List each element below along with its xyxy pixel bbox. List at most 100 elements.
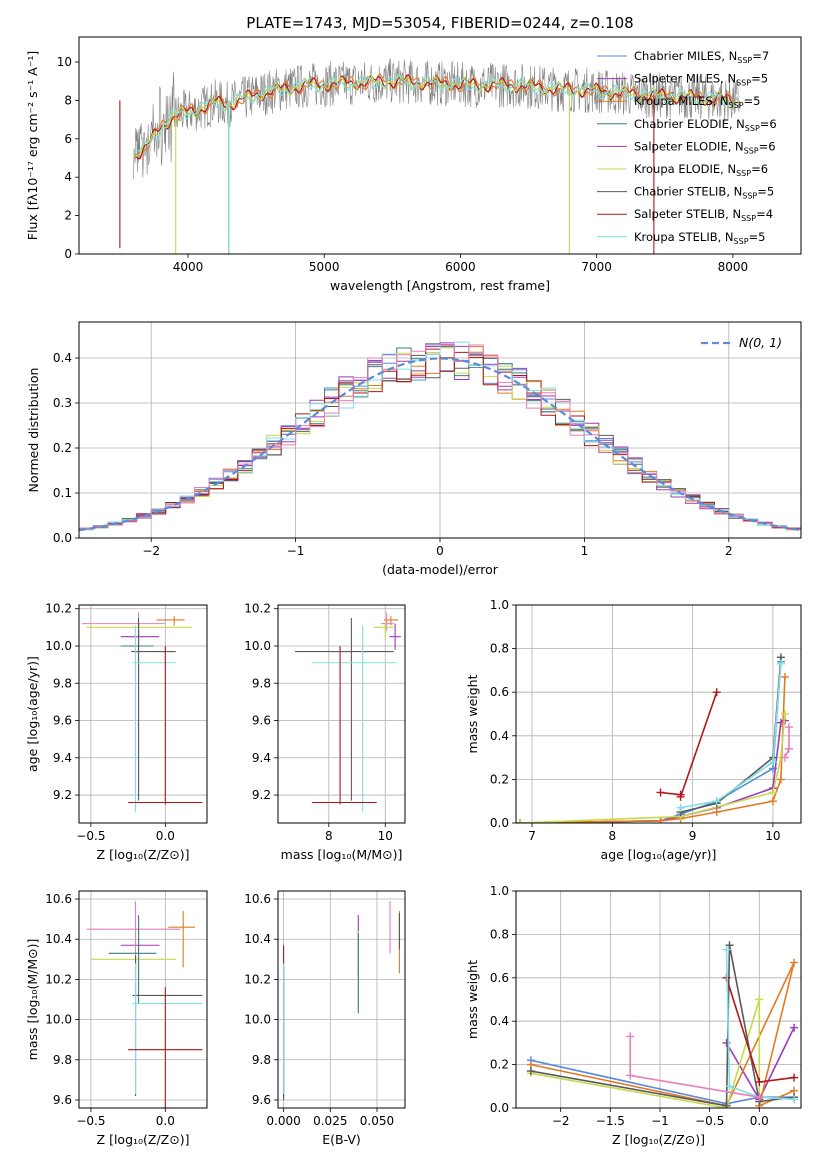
data-point bbox=[156, 616, 185, 626]
legend-label-sub: SSP bbox=[737, 56, 752, 65]
age_vs_mass-points bbox=[294, 612, 401, 812]
weight-marker bbox=[712, 808, 721, 817]
legend-label-sub: SSP bbox=[742, 192, 757, 201]
legend-label-sub: SSP bbox=[745, 124, 760, 133]
legend-label: Chabrier MILES, NSSP=7 bbox=[634, 49, 769, 65]
y-tick-label: 1.0 bbox=[490, 598, 509, 612]
legend-label: Kroupa MILES, NSSP=5 bbox=[634, 94, 760, 110]
legend-label-main: Kroupa ELODIE, N bbox=[634, 162, 736, 176]
legend-label-tail: =5 bbox=[749, 230, 766, 244]
plot-frame bbox=[78, 604, 208, 824]
legend-label-tail: =7 bbox=[752, 49, 769, 63]
histogram-salpeter_elodie bbox=[79, 344, 801, 532]
y-tick-label: 10.6 bbox=[45, 892, 72, 906]
weight_vs_age-lines bbox=[516, 653, 793, 823]
y-axis-label: mass weight bbox=[465, 674, 480, 753]
y-tick-label: 10.2 bbox=[45, 602, 72, 616]
weight-line-chabrier_stelib bbox=[680, 657, 782, 813]
legend-label-tail: =5 bbox=[744, 94, 761, 108]
weight_vs_age-axes: 7 8 9 10 0.0 0.2 0.4 0.6 0.8 1.0 age [log₁₀(age/yr… bbox=[465, 598, 801, 862]
legend-label-sub: SSP bbox=[741, 214, 756, 223]
data-point bbox=[311, 645, 377, 805]
legend-label-tail: =6 bbox=[751, 162, 768, 176]
residuals-axes: −2 −1 0 1 2 0.0 0.1 0.2 0.3 0.4 (data-model)/error… bbox=[26, 322, 801, 577]
y-tick-label: 9.8 bbox=[252, 676, 271, 690]
legend-label-sub: SSP bbox=[734, 237, 749, 246]
x-axis-label: (data-model)/error bbox=[382, 562, 499, 577]
x-tick-label: 2 bbox=[725, 544, 733, 558]
y-tick-label: 2 bbox=[64, 209, 72, 223]
y-tick-label: 0.4 bbox=[490, 1014, 509, 1028]
weight-line-kroupa_miles bbox=[530, 962, 795, 1108]
x-axis-label: mass [log₁₀(M/M⊙)] bbox=[281, 847, 403, 862]
data-point bbox=[131, 618, 176, 801]
y-tick-label: 1.0 bbox=[490, 884, 509, 898]
weight-line-kroupa_stelib bbox=[725, 949, 795, 1101]
y-tick-label: 10.0 bbox=[244, 1013, 271, 1027]
plot-frame bbox=[515, 890, 802, 1109]
y-tick-label: 0.3 bbox=[53, 396, 72, 410]
model-spectrum-kroupa_elodie bbox=[133, 73, 739, 160]
y-tick-label: 10.0 bbox=[244, 639, 271, 653]
y-tick-label: 0.2 bbox=[53, 441, 72, 455]
histogram-kroupa_stelib bbox=[79, 341, 801, 532]
x-tick-label: 1 bbox=[581, 544, 589, 558]
weight-marker bbox=[768, 757, 777, 766]
data-point bbox=[132, 625, 176, 812]
x-tick-label: 0.0 bbox=[750, 1114, 769, 1128]
x-tick-label: 0.025 bbox=[313, 1114, 347, 1128]
x-axis-label: Z [log₁₀(Z/Z⊙)] bbox=[97, 1132, 190, 1147]
data-point bbox=[128, 987, 203, 1108]
weight-line-kroupa_miles bbox=[519, 676, 786, 823]
legend-label-main: Salpeter MILES, N bbox=[634, 72, 736, 86]
weight-marker bbox=[790, 1095, 799, 1104]
histogram-chabrier_miles bbox=[79, 344, 801, 533]
weight-marker bbox=[776, 775, 785, 784]
weight-marker bbox=[790, 1073, 799, 1082]
y-axis-label: Normed distribution bbox=[26, 368, 41, 493]
x-axis-label: age [log₁₀(age/yr)] bbox=[601, 847, 717, 862]
plot-frame bbox=[78, 890, 208, 1109]
legend-label-sub: SSP bbox=[729, 101, 744, 110]
y-tick-label: 4 bbox=[64, 170, 72, 184]
chart-title: PLATE=1743, MJD=53054, FIBERID=0244, z=0… bbox=[246, 14, 633, 32]
y-tick-label: 9.6 bbox=[53, 1093, 72, 1107]
weight-marker bbox=[780, 710, 789, 718]
weight-line-kroupa_stelib bbox=[680, 663, 782, 809]
y-tick-label: 9.2 bbox=[252, 788, 271, 802]
weight-marker bbox=[755, 1077, 764, 1086]
y-tick-label: 10.4 bbox=[45, 932, 72, 946]
y-tick-label: 6 bbox=[64, 132, 72, 146]
weight-marker bbox=[676, 803, 685, 812]
age_vs_mass-axes: 8 10 9.2 9.4 9.6 9.8 10.0 10.2 mass [log₁₀(M/M⊙)… bbox=[244, 602, 405, 862]
spectrum-axes: 4000 5000 6000 7000 8000 0 2 4 6 8 10 wavelength [A… bbox=[25, 51, 748, 293]
y-axis-label: Flux [fλ10⁻¹⁷ erg cm⁻² s⁻¹ A⁻¹] bbox=[25, 51, 40, 240]
histogram-pink bbox=[79, 343, 801, 532]
x-tick-label: −1.5 bbox=[596, 1114, 625, 1128]
legend-label-tail: =6 bbox=[760, 117, 777, 131]
legend-label-main: Chabrier ELODIE, N bbox=[634, 117, 745, 131]
x-tick-label: 0.000 bbox=[266, 1114, 300, 1128]
y-tick-label: 0.2 bbox=[490, 1058, 509, 1072]
weight-marker bbox=[725, 941, 734, 950]
histogram-chabrier_elodie bbox=[79, 343, 801, 532]
histogram-chabrier_stelib bbox=[79, 346, 801, 532]
legend-label: Salpeter STELIB, NSSP=4 bbox=[634, 207, 773, 223]
weight-marker bbox=[712, 797, 721, 806]
y-tick-label: 0.0 bbox=[53, 531, 72, 545]
y-tick-label: 8 bbox=[64, 93, 72, 107]
x-tick-label: −2 bbox=[142, 544, 160, 558]
data-point bbox=[311, 625, 397, 812]
y-tick-label: 0.0 bbox=[490, 816, 509, 830]
y-tick-label: 0.8 bbox=[490, 927, 509, 941]
legend-label-main: Chabrier MILES, N bbox=[634, 49, 737, 63]
x-tick-label: 7000 bbox=[581, 260, 612, 274]
y-tick-label: 9.6 bbox=[252, 1093, 271, 1107]
weight-marker bbox=[755, 1093, 764, 1102]
x-tick-label: −1 bbox=[651, 1114, 669, 1128]
data-point bbox=[132, 963, 203, 1094]
weight-marker bbox=[656, 788, 665, 797]
x-tick-label: 0.0 bbox=[156, 829, 175, 843]
y-tick-label: 10.2 bbox=[45, 972, 72, 986]
